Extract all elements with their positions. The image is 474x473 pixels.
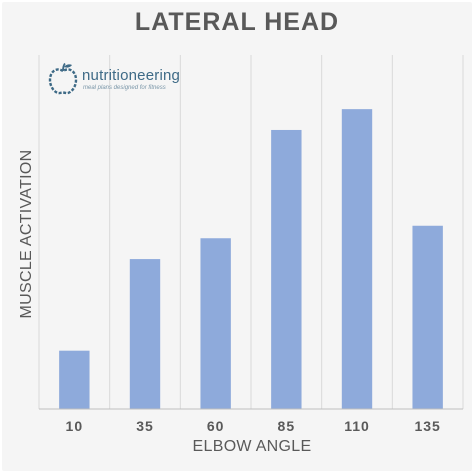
chart-title: LATERAL HEAD: [134, 8, 340, 36]
x-tick-label: 85: [278, 418, 296, 434]
bar: [200, 238, 231, 409]
x-axis-label: ELBOW ANGLE: [192, 438, 312, 455]
logo-name: nutritioneering: [82, 67, 181, 84]
nutritioneering-logo: nutritioneering meal plans designed for …: [48, 62, 188, 102]
bar: [341, 109, 373, 409]
x-tick-label: 60: [207, 418, 225, 434]
bar: [271, 129, 302, 409]
x-tick-label: 10: [66, 418, 84, 434]
bar: [412, 225, 443, 409]
x-tick-label: 135: [414, 418, 440, 434]
x-tick-label: 110: [344, 418, 370, 434]
logo-tagline: meal plans designed for fitness: [83, 85, 166, 91]
x-tick-label: 35: [136, 418, 154, 434]
bar: [129, 259, 161, 409]
apple-logo-icon: [48, 62, 78, 95]
bar: [59, 350, 90, 409]
